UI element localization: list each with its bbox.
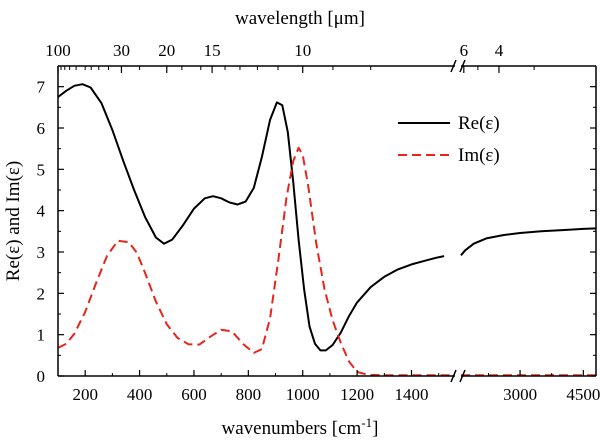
series-line-re-eps [57,83,445,352]
y-axis-label: Re(ε) and Im(ε) [3,161,24,281]
y-tick-label: 7 [37,78,46,97]
x-tick-label: 1200 [340,385,374,404]
top-tick-label: 20 [158,41,175,60]
x-tick-label: 1000 [286,385,320,404]
y-tick-label: 4 [37,202,46,221]
bottom-break-mark [450,369,457,383]
x-axis-label-exponent: -1 [361,415,372,430]
top-break-mark [459,59,466,73]
series-line-im-eps [57,146,455,377]
x-tick-label: 400 [127,385,153,404]
bottom-break-mark [459,369,466,383]
y-tick-label: 0 [37,367,46,386]
top-tick-label: 4 [495,41,504,60]
x-tick-label: 3000 [503,385,537,404]
y-tick-label: 5 [37,160,46,179]
top-tick-label: 10 [294,41,311,60]
x-tick-label: 800 [236,385,262,404]
top-tick-label: 6 [460,41,469,60]
x-axis-label: wavenumbers [cm-1] [222,415,379,439]
y-tick-label: 3 [37,243,46,262]
top-break-mark [450,59,457,73]
y-tick-label: 2 [37,284,46,303]
series-layer [57,83,597,377]
y-tick-label: 1 [37,326,46,345]
x-tick-label: 600 [181,385,207,404]
legend-label: Im(ε) [458,145,500,166]
y-tick-label: 6 [37,119,46,138]
top-tick-label: 15 [204,41,221,60]
x-tick-label: 1400 [394,385,428,404]
top-tick-label: 100 [45,41,71,60]
legend-label: Re(ε) [458,113,500,134]
x-axis-label-close: ] [372,418,378,439]
axis-titles: wavenumbers [cm-1] wavelength [μm] Re(ε) a… [3,8,378,439]
legend: Re(ε) Im(ε) [398,113,500,166]
x-tick-label: 200 [72,385,98,404]
x-tick-label: 4500 [566,385,600,404]
top-tick-label: 30 [113,41,130,60]
series-line-re-eps [460,227,597,256]
axes: 0 1 2 3 4 5 6 7 200 400 600 800 1000 1200 1400 3000 4500… [37,41,600,404]
top-axis-label: wavelength [μm] [235,8,365,29]
